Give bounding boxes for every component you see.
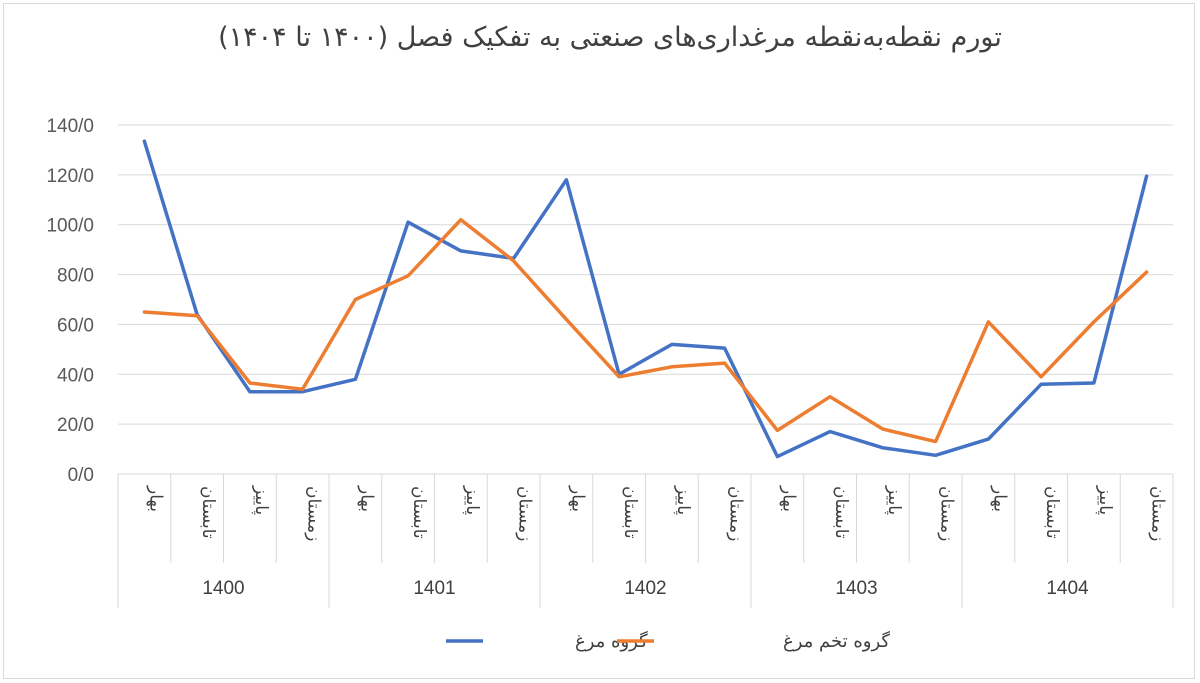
x-tick-label: بهار	[356, 485, 376, 512]
x-axis: بهار تابستان پاییز زمستان بهار تابستان پاییز زم…	[117, 474, 1174, 608]
x-tick-label: بهار	[145, 485, 165, 512]
x-tick-label: بهار	[778, 485, 798, 512]
y-tick-label: 120/0	[46, 166, 94, 187]
x-tick-label: پاییز	[884, 485, 904, 515]
x-tick-label: تابستان	[409, 486, 429, 539]
series-lines	[142, 139, 1149, 459]
x-group-label: 1404	[1046, 578, 1089, 599]
y-tick-label: 0/0	[68, 465, 94, 486]
x-tick-label: تابستان	[831, 486, 851, 539]
x-tick-label: پاییز	[462, 485, 482, 515]
chart-frame	[3, 3, 1195, 679]
x-tick-label: پاییز	[251, 485, 271, 515]
y-tick-label: 40/0	[57, 365, 94, 386]
series-line-2	[142, 217, 1149, 444]
x-tick-label: تابستان	[1042, 486, 1062, 539]
x-tick-label: تابستان	[620, 486, 640, 539]
x-tick-label: بهار	[989, 485, 1009, 512]
x-tick-label: زمستان	[726, 486, 746, 541]
x-tick-label: بهار	[567, 485, 587, 512]
x-tick-label: زمستان	[937, 486, 957, 541]
gridlines	[118, 124, 1173, 475]
y-tick-label: 100/0	[46, 216, 94, 237]
y-axis: 0/0 20/0 40/0 60/0 80/0 100/0 120/0 140/0	[46, 116, 94, 486]
y-tick-label: 80/0	[57, 266, 94, 287]
y-tick-label: 20/0	[57, 415, 94, 436]
x-tick-label: زمستان	[1148, 486, 1168, 541]
series-line-1	[142, 139, 1149, 459]
x-tick-label: پاییز	[673, 485, 693, 515]
x-tick-label: تابستان	[198, 486, 218, 539]
legend-label-1: گروه مرغ	[575, 630, 648, 652]
chart-title: تورم نقطه‌به‌نقطه مرغداری‌های صنعتی به ت…	[218, 22, 1002, 53]
legend-label-2: گروه تخم مرغ	[783, 630, 890, 652]
y-tick-label: 140/0	[46, 116, 94, 137]
y-tick-label: 60/0	[57, 315, 94, 336]
x-group-label: 1403	[835, 578, 877, 599]
x-tick-label: زمستان	[304, 486, 324, 541]
x-group-label: 1402	[624, 578, 666, 599]
x-tick-label: پاییز	[1095, 485, 1115, 515]
x-tick-label: زمستان	[515, 486, 535, 541]
legend: گروه مرغ گروه تخم مرغ	[446, 630, 890, 652]
x-group-label: 1401	[413, 578, 455, 599]
x-group-label: 1400	[202, 578, 244, 599]
